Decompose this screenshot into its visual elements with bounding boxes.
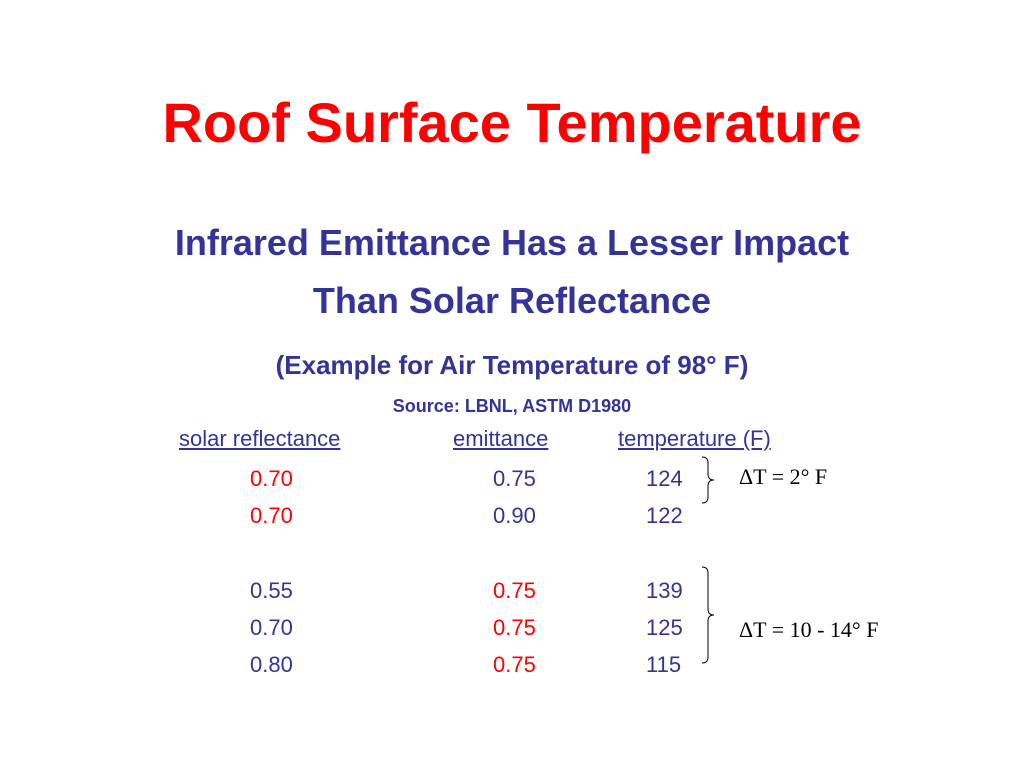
row4-emittance: 0.75 — [493, 615, 536, 640]
row5-emittance: 0.75 — [493, 652, 536, 677]
row2-temperature: 122 — [646, 503, 683, 528]
header-temperature: temperature (F) — [618, 426, 771, 451]
row1-temperature: 124 — [646, 466, 683, 491]
brace-group-2 — [701, 566, 715, 664]
delta-t-group-2: ΔT = 10 - 14° F — [739, 617, 879, 642]
subtitle-line-1: Infrared Emittance Has a Lesser Impact — [174, 222, 850, 263]
row4-temperature: 125 — [646, 615, 683, 640]
row1-emittance: 0.75 — [493, 466, 536, 491]
row3-solar-reflectance: 0.55 — [250, 578, 293, 603]
row5-temperature: 115 — [646, 652, 682, 677]
row3-emittance: 0.75 — [493, 578, 536, 603]
row2-solar-reflectance: 0.70 — [250, 503, 293, 528]
row5-solar-reflectance: 0.80 — [250, 652, 293, 677]
delta-t-group-1: ΔT = 2° F — [739, 464, 828, 489]
header-emittance: emittance — [453, 426, 549, 451]
row4-solar-reflectance: 0.70 — [250, 615, 293, 640]
row3-temperature: 139 — [646, 578, 683, 603]
source-note: Source: LBNL, ASTM D1980 — [392, 396, 632, 416]
header-solar-reflectance: solar reflectance — [179, 426, 341, 451]
subtitle-line-2: Than Solar Reflectance — [312, 280, 712, 321]
row2-emittance: 0.90 — [493, 503, 536, 528]
row1-solar-reflectance: 0.70 — [250, 466, 293, 491]
brace-group-1 — [701, 456, 715, 504]
slide-title: Roof Surface Temperature — [162, 91, 862, 154]
example-note: (Example for Air Temperature of 98° F) — [275, 350, 749, 380]
